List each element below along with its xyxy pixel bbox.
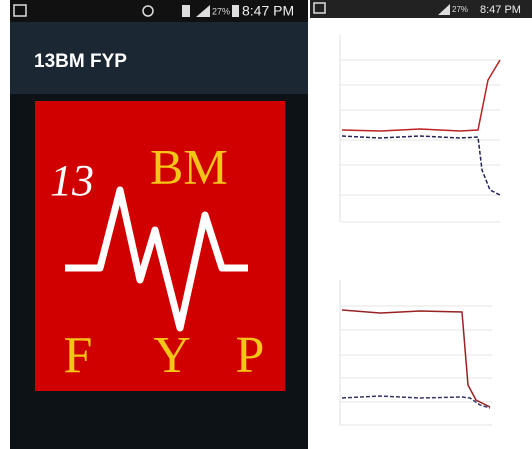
chart-line bbox=[342, 60, 500, 131]
page: 27% 8:47 PM 13BM FYP 13 BM F Y P 27% 8:4… bbox=[0, 0, 532, 449]
logo-letter: Y bbox=[153, 327, 191, 384]
battery-icon bbox=[232, 5, 239, 17]
clock: 8:47 PM bbox=[242, 3, 294, 19]
battery-percent: 27% bbox=[452, 5, 468, 14]
logo-letter: P bbox=[236, 327, 265, 384]
app-title: 13BM FYP bbox=[34, 51, 127, 72]
sim-icon bbox=[182, 5, 190, 17]
chart-line bbox=[342, 310, 490, 407]
logo-number: 13 bbox=[50, 156, 94, 205]
chart-line bbox=[342, 136, 500, 195]
logo-letter: F bbox=[64, 327, 93, 384]
chart-grid bbox=[340, 35, 500, 425]
screenshot: 27% 8:47 PM 13BM FYP 13 BM F Y P 27% 8:4… bbox=[0, 0, 532, 449]
battery-percent: 27% bbox=[212, 6, 230, 16]
clock: 8:47 PM bbox=[480, 4, 521, 16]
logo-letters: BM bbox=[150, 138, 228, 194]
